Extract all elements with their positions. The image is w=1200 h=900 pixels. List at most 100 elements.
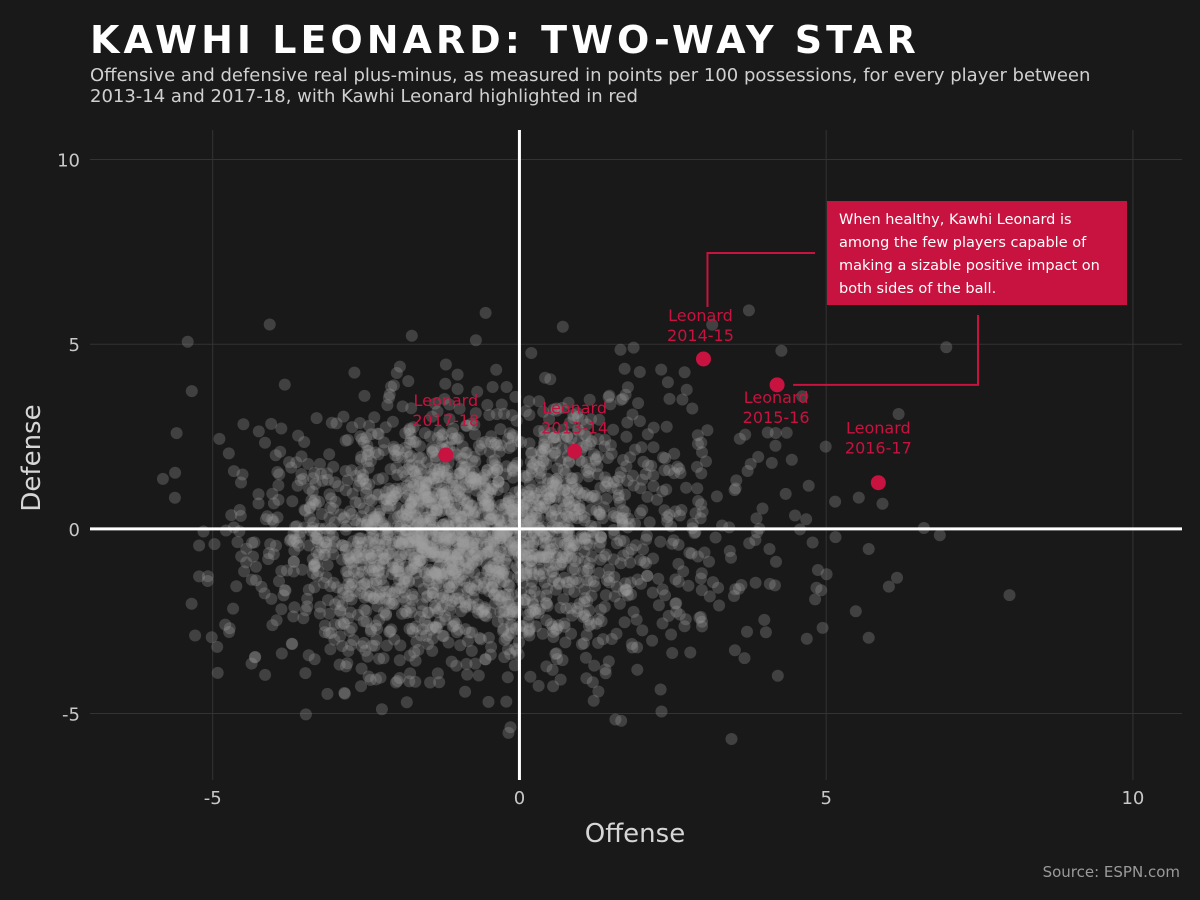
player-point — [370, 673, 383, 686]
player-point — [459, 478, 472, 491]
player-point — [472, 439, 485, 452]
player-point — [267, 497, 280, 510]
player-point — [497, 575, 510, 588]
player-point — [334, 630, 346, 643]
player-point — [377, 444, 390, 457]
source-note: Source: ESPN.com — [1042, 863, 1180, 881]
player-point — [365, 623, 377, 636]
player-point — [469, 575, 481, 588]
player-point — [460, 497, 473, 510]
player-point — [492, 565, 505, 578]
player-point — [485, 507, 498, 520]
player-point — [638, 555, 651, 568]
player-point — [657, 451, 670, 464]
player-point — [498, 634, 511, 646]
player-point — [506, 505, 519, 518]
player-point — [579, 429, 592, 441]
player-point — [201, 570, 214, 583]
player-point — [524, 605, 537, 618]
player-point — [322, 594, 334, 607]
player-point — [406, 495, 419, 508]
player-point — [750, 512, 763, 525]
player-point — [463, 517, 476, 530]
player-point — [403, 675, 416, 688]
player-point — [507, 512, 520, 525]
player-point — [676, 393, 689, 406]
player-point — [363, 478, 376, 491]
player-point — [357, 636, 370, 649]
player-point — [581, 564, 594, 577]
player-point — [523, 490, 536, 502]
player-point — [386, 415, 399, 428]
player-point — [181, 335, 194, 348]
player-point — [355, 540, 368, 553]
player-point — [535, 485, 548, 498]
player-point — [607, 423, 620, 436]
player-point — [233, 504, 246, 516]
player-point — [566, 534, 579, 547]
player-point — [633, 415, 646, 428]
player-point — [578, 595, 591, 608]
player-point — [495, 564, 508, 577]
player-point — [436, 551, 449, 563]
player-point — [231, 536, 244, 549]
player-point — [535, 550, 548, 563]
player-point — [361, 439, 374, 452]
player-point — [404, 538, 417, 551]
player-point — [575, 530, 588, 543]
player-point — [816, 621, 829, 634]
player-point — [482, 563, 495, 576]
player-point — [427, 587, 440, 599]
player-point — [503, 427, 516, 440]
player-point — [308, 558, 321, 571]
player-point — [539, 371, 552, 384]
player-point — [350, 548, 362, 561]
player-point — [547, 565, 559, 578]
player-point — [388, 512, 400, 525]
player-point — [301, 600, 314, 613]
player-point — [610, 627, 623, 640]
player-point — [548, 490, 561, 503]
player-point — [372, 448, 385, 461]
player-point — [421, 638, 434, 651]
player-point — [430, 621, 442, 634]
player-point — [416, 517, 429, 530]
player-point — [460, 562, 472, 575]
player-point — [499, 589, 512, 601]
player-point — [428, 472, 440, 485]
player-point — [624, 576, 637, 589]
player-point — [493, 589, 505, 602]
player-point — [556, 401, 569, 414]
player-point — [312, 533, 324, 546]
player-point — [427, 546, 440, 559]
player-point — [343, 551, 356, 564]
player-point — [223, 622, 236, 635]
player-point — [342, 577, 355, 590]
player-point — [403, 536, 415, 549]
player-point — [585, 413, 598, 426]
player-point — [468, 566, 481, 579]
player-point — [444, 503, 457, 516]
player-point — [379, 492, 392, 505]
player-point — [595, 531, 608, 543]
player-point — [499, 497, 512, 510]
player-point — [523, 629, 536, 642]
player-point — [775, 344, 788, 357]
player-point — [404, 498, 417, 511]
player-point — [862, 543, 875, 555]
player-point — [683, 546, 696, 559]
player-point — [502, 570, 515, 583]
player-point — [544, 490, 557, 503]
player-point — [442, 494, 455, 507]
player-point — [455, 605, 467, 618]
player-point — [532, 512, 545, 525]
player-point — [384, 499, 397, 512]
player-point — [434, 592, 446, 605]
player-point — [547, 631, 560, 643]
player-point — [449, 448, 462, 461]
player-point — [544, 535, 557, 548]
player-point — [270, 539, 282, 552]
player-point — [483, 573, 496, 586]
player-point — [266, 513, 279, 526]
player-point — [277, 589, 290, 602]
